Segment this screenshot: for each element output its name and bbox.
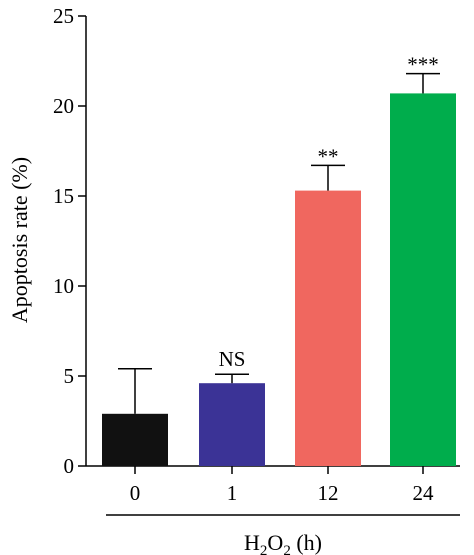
x-tick-label: 0 xyxy=(130,481,141,505)
x-title-unit: (h) xyxy=(291,530,322,555)
y-tick-label: 0 xyxy=(64,454,75,478)
significance-label: NS xyxy=(219,347,246,371)
x-title-h-sub: 2 xyxy=(260,543,268,555)
y-tick-label: 25 xyxy=(53,4,74,28)
x-axis-title: H2O2 (h) xyxy=(244,530,322,555)
bar xyxy=(295,190,361,466)
y-axis: 0 5 10 15 20 25 xyxy=(53,4,87,478)
y-tick-label: 10 xyxy=(53,274,74,298)
x-title-h: H xyxy=(244,530,260,555)
y-axis-title: Apoptosis rate (%) xyxy=(7,157,32,323)
x-tick-label: 24 xyxy=(413,481,435,505)
x-tick-label: 1 xyxy=(227,481,238,505)
bars xyxy=(102,93,456,467)
y-tick-label: 20 xyxy=(53,94,74,118)
significance-labels: NS***** xyxy=(219,53,439,372)
x-title-o: O xyxy=(267,530,283,555)
y-tick-label: 5 xyxy=(64,364,75,388)
significance-label: *** xyxy=(407,53,439,77)
y-tick-label: 15 xyxy=(53,184,74,208)
bar xyxy=(199,383,265,466)
bar xyxy=(102,413,168,466)
bar xyxy=(390,93,456,467)
significance-label: ** xyxy=(318,144,339,168)
error-bars xyxy=(118,72,440,414)
x-axis: 0 1 12 24 xyxy=(86,465,460,505)
x-title-o-sub: 2 xyxy=(283,543,291,555)
x-tick-label: 12 xyxy=(318,481,339,505)
